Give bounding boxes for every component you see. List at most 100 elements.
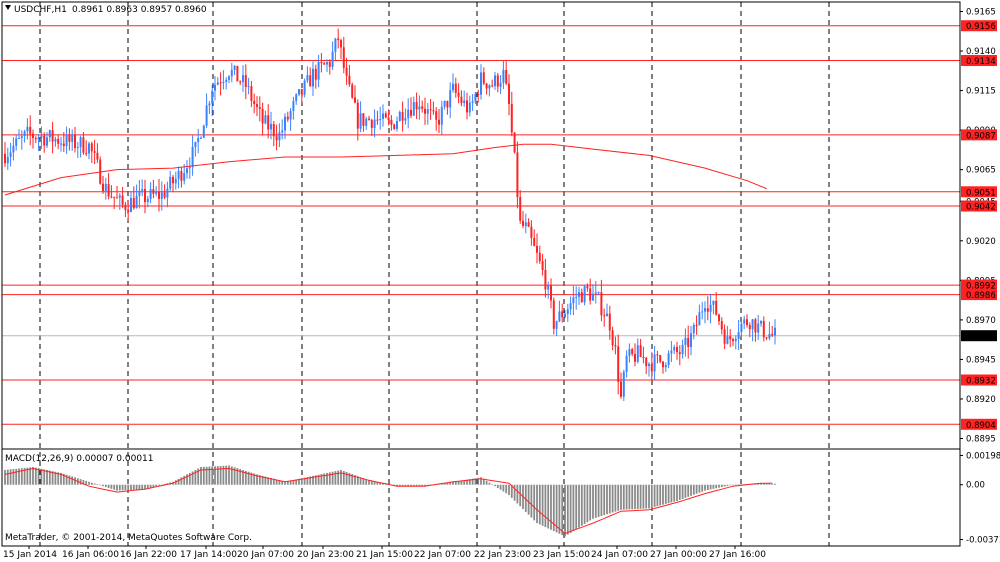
price-level-badge (961, 55, 997, 67)
ohlc-values: 0.8961 0.8963 0.8957 0.8960 (72, 5, 207, 15)
macd-histogram-bar (200, 466, 202, 485)
candle-body (382, 113, 384, 119)
candle-body (152, 189, 155, 194)
candle-body (295, 94, 298, 102)
candle-body (306, 75, 309, 81)
candle-body (118, 195, 121, 198)
macd-histogram-bar (4, 469, 6, 485)
time-tick-label: 16 Jan 06:00 (62, 550, 119, 560)
candle-body (519, 197, 522, 221)
macd-histogram-bar (457, 480, 460, 485)
macd-histogram-bar (631, 484, 634, 510)
candle-body (93, 151, 96, 153)
candle-body (96, 152, 99, 160)
macd-histogram-bar (667, 484, 670, 504)
macd-histogram-bar (505, 484, 508, 494)
macd-histogram-bar (144, 484, 146, 490)
candle-body (34, 138, 37, 140)
candle-body (435, 111, 438, 120)
candle-body (32, 133, 34, 139)
price-level-badge-label: 0.8986 (966, 291, 996, 301)
candle-body (569, 303, 572, 310)
macd-histogram-bar (79, 479, 82, 485)
macd-histogram-bar (20, 468, 23, 485)
macd-histogram-bar (323, 473, 326, 485)
candle-body (368, 118, 370, 120)
macd-histogram-bar (550, 484, 552, 530)
macd-histogram-bar (127, 484, 130, 491)
candle-body (309, 75, 312, 87)
triangle-down-icon[interactable] (5, 5, 11, 10)
time-tick-label: 22 Jan 23:00 (474, 550, 531, 560)
macd-histogram-bar (494, 484, 496, 487)
candle-body (270, 124, 272, 130)
macd-tick-label: 0.00 (966, 481, 985, 491)
candle-body (463, 100, 466, 104)
candle-body (446, 100, 449, 108)
macd-histogram-bar (474, 478, 477, 485)
macd-histogram-bar (96, 484, 99, 486)
candle-body (480, 72, 482, 95)
candle-body (578, 292, 580, 297)
candle-body (452, 83, 454, 91)
macd-histogram-bar (230, 466, 233, 485)
candle-body (9, 152, 12, 157)
price-level-badge (961, 279, 997, 291)
candle-body (275, 136, 278, 141)
macd-histogram-bar (740, 484, 743, 485)
candle-body (20, 136, 23, 139)
candle-body (712, 300, 715, 305)
time-tick-label: 16 Jan 22:00 (120, 550, 177, 560)
candle-body (438, 119, 440, 125)
candle-body (600, 292, 603, 316)
macd-histogram-bar (211, 466, 214, 485)
candle-body (516, 152, 519, 198)
candle-body (362, 113, 365, 126)
candle-body (379, 118, 382, 120)
macd-histogram-bar (620, 484, 622, 510)
macd-histogram-bar (71, 476, 74, 485)
plot-border (1, 1, 961, 547)
candle-body (670, 350, 673, 354)
macd-histogram-bar (258, 475, 261, 485)
candle-body (608, 313, 611, 331)
candle-body (720, 321, 723, 330)
candle-body (636, 345, 639, 362)
candle-body (43, 135, 46, 146)
candle-body (284, 116, 286, 131)
macd-histogram-bar (298, 478, 300, 485)
candle-body (149, 189, 152, 199)
candle-body (191, 146, 194, 168)
candle-body (737, 332, 740, 339)
macd-histogram-bar (113, 484, 116, 490)
macd-histogram-bar (362, 478, 365, 485)
macd-histogram-bar (547, 484, 550, 529)
price-axis[interactable]: 0.91650.91400.91150.90900.90650.90450.90… (960, 7, 997, 445)
candle-body (160, 192, 163, 199)
price-tick-label: 0.9165 (966, 7, 996, 17)
candle-body (541, 261, 544, 270)
candle-body (244, 75, 247, 88)
candle-body (230, 69, 233, 77)
macd-header-label: MACD(12,26,9) 0.00007 0.00011 (5, 454, 154, 464)
candle-body (163, 192, 166, 198)
macd-histogram-bar (592, 484, 594, 519)
time-axis[interactable]: 15 Jan 2014 16 Jan 06:00 16 Jan 22:00 17 Ja… (3, 546, 766, 560)
candle-body (320, 61, 323, 64)
macd-histogram-bar (653, 484, 656, 507)
candle-body (225, 79, 228, 82)
macd-histogram-bar (687, 484, 690, 497)
macd-histogram-bar (648, 484, 650, 509)
candle-body (468, 102, 471, 113)
candle-body (166, 188, 169, 198)
candle-body (589, 288, 592, 301)
macd-histogram-bar (480, 477, 482, 485)
macd-histogram-bar (152, 484, 155, 487)
candle-body (429, 109, 432, 111)
price-level-lines[interactable] (2, 25, 960, 425)
macd-histogram-bar (74, 477, 76, 485)
time-tick-label: 22 Jan 07:00 (414, 550, 471, 560)
macd-histogram-bar (284, 481, 286, 485)
macd-histogram-bar (659, 484, 662, 506)
